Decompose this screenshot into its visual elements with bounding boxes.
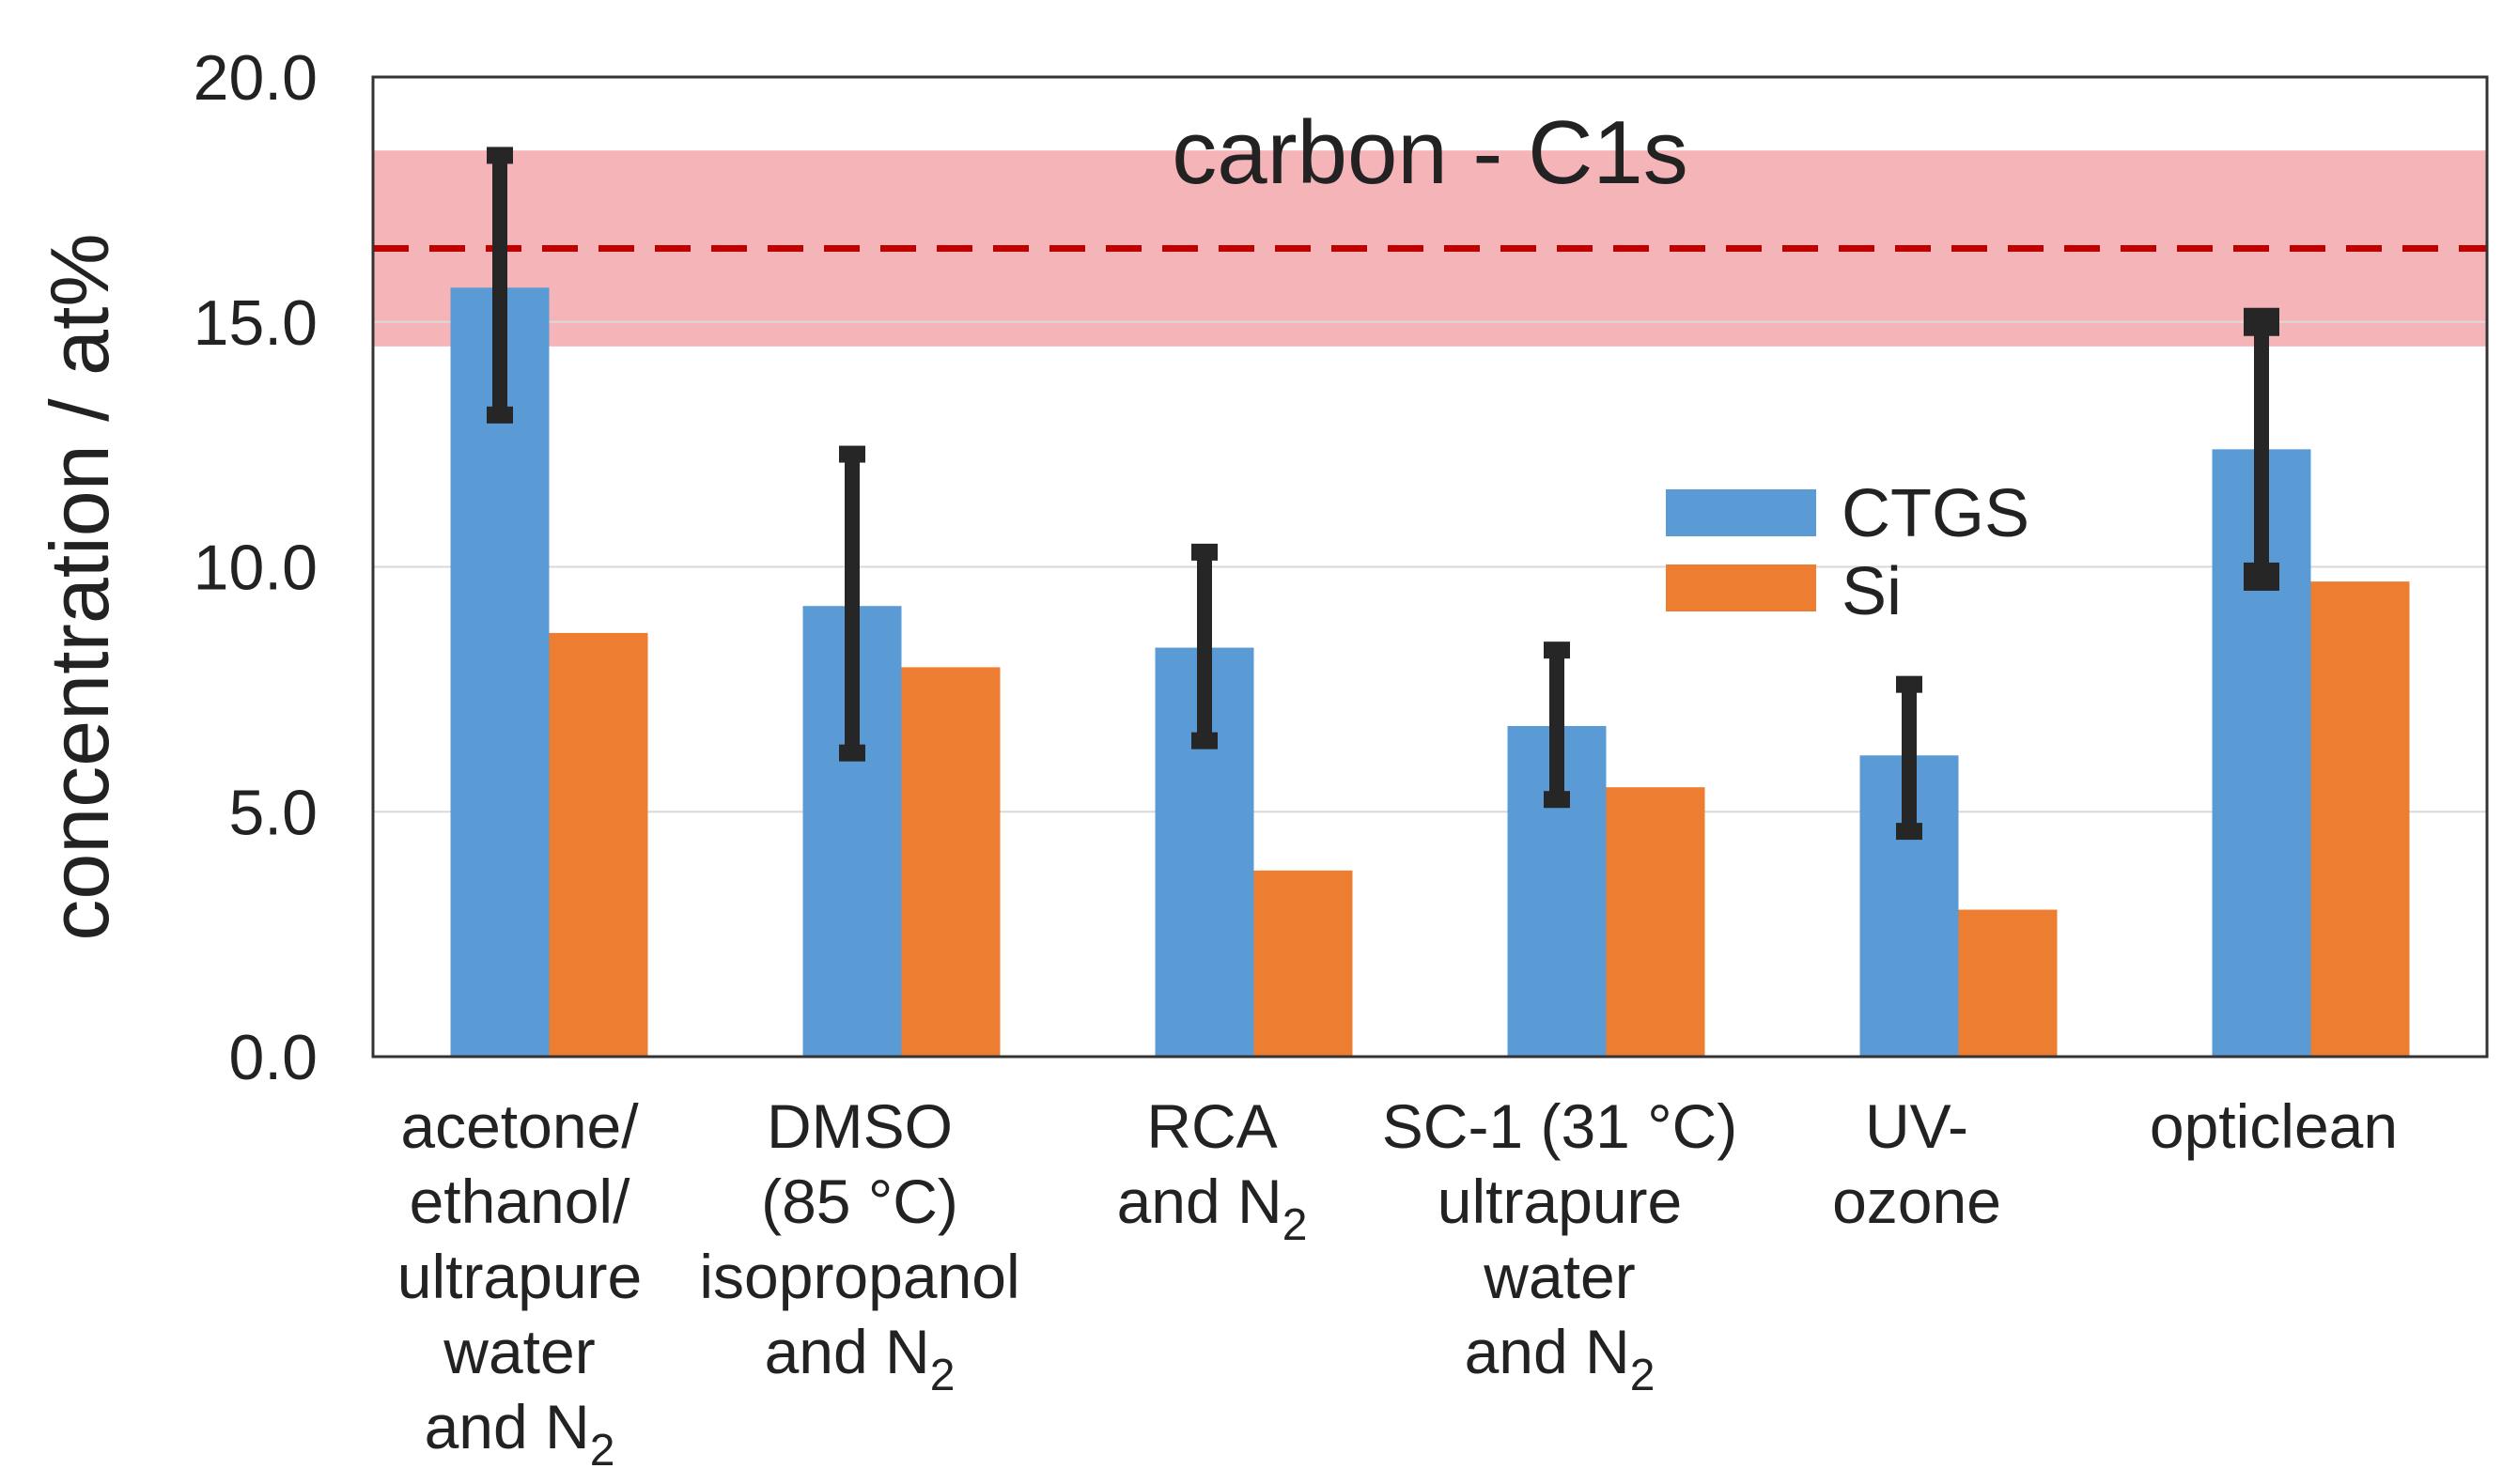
y-tick-label: 15.0: [194, 287, 318, 359]
error-bar-cap-low: [1191, 732, 1218, 750]
bar-si-2: [1253, 870, 1353, 1057]
error-bar-cap-high: [1544, 642, 1570, 659]
legend-swatch-ctgs: [1666, 489, 1816, 536]
legend-swatch-si: [1666, 564, 1816, 611]
category-label-line: and N2: [1117, 1167, 1308, 1250]
category-label-line: ethanol/: [410, 1167, 631, 1236]
error-bar-cap-high: [1896, 675, 1922, 693]
bar-si-5: [2310, 581, 2410, 1057]
category-label-line: acetone/: [400, 1091, 639, 1161]
error-bar-cap-low: [487, 406, 513, 424]
error-bar-cap-low: [2244, 562, 2279, 591]
category-label-line: water: [443, 1317, 595, 1386]
category-label-line: ultrapure: [397, 1242, 643, 1311]
category-label-line: water: [1483, 1242, 1635, 1311]
error-bar-1: [839, 445, 865, 762]
error-bar-cap-high: [2244, 307, 2279, 336]
legend-label-si: Si: [1842, 554, 1902, 629]
category-label-line: and N2: [1465, 1317, 1655, 1400]
error-bar-0: [487, 147, 513, 424]
bar-si-0: [549, 632, 648, 1057]
category-label-line: opticlean: [2150, 1091, 2398, 1161]
error-bar-cap-high: [1191, 543, 1218, 561]
y-tick-labels: 0.0 5.0 10.0 15.0 20.0: [194, 42, 318, 1093]
category-label-5: opticlean: [2150, 1091, 2398, 1161]
category-label-line: DMSO: [767, 1091, 953, 1161]
y-tick-label: 0.0: [228, 1022, 318, 1093]
y-tick-label: 5.0: [228, 777, 318, 848]
legend-label-ctgs: CTGS: [1842, 476, 2029, 551]
error-bar-4: [1896, 675, 1922, 841]
bar-si-1: [901, 667, 1001, 1057]
legend: CTGS Si: [1666, 476, 2029, 629]
bar-si-3: [1606, 787, 1705, 1057]
error-bar-cap-high: [487, 147, 513, 164]
category-label-line: and N2: [425, 1392, 615, 1476]
plot-frame: [371, 75, 2489, 1059]
category-label-line: ozone: [1832, 1167, 2001, 1236]
error-bar-3: [1544, 642, 1570, 809]
bars: [450, 287, 2410, 1058]
category-label-line: SC-1 (31 °C): [1382, 1091, 1737, 1161]
category-label-4: UV-ozone: [1832, 1091, 2001, 1236]
y-tick-label: 10.0: [194, 533, 318, 604]
error-bars: [487, 147, 2279, 841]
y-axis-title: concentration / at%: [33, 233, 126, 940]
category-label-line: isopropanol: [699, 1242, 1019, 1311]
gridlines: [373, 320, 2487, 813]
category-label-line: RCA: [1146, 1091, 1277, 1161]
chart-title: carbon - C1s: [1172, 102, 1688, 203]
category-label-line: UV-: [1865, 1091, 1968, 1161]
bar-si-4: [1958, 909, 2058, 1057]
error-bar-5: [2244, 307, 2279, 591]
error-bar-cap-low: [1544, 791, 1570, 809]
error-bar-2: [1191, 543, 1218, 750]
error-bar-cap-low: [839, 744, 865, 762]
category-label-line: ultrapure: [1438, 1167, 1683, 1236]
category-label-line: (85 °C): [761, 1167, 958, 1236]
error-bar-cap-low: [1896, 823, 1922, 841]
error-bar-cap-high: [839, 445, 865, 463]
category-label-line: and N2: [765, 1317, 956, 1400]
y-tick-label: 20.0: [194, 42, 318, 114]
